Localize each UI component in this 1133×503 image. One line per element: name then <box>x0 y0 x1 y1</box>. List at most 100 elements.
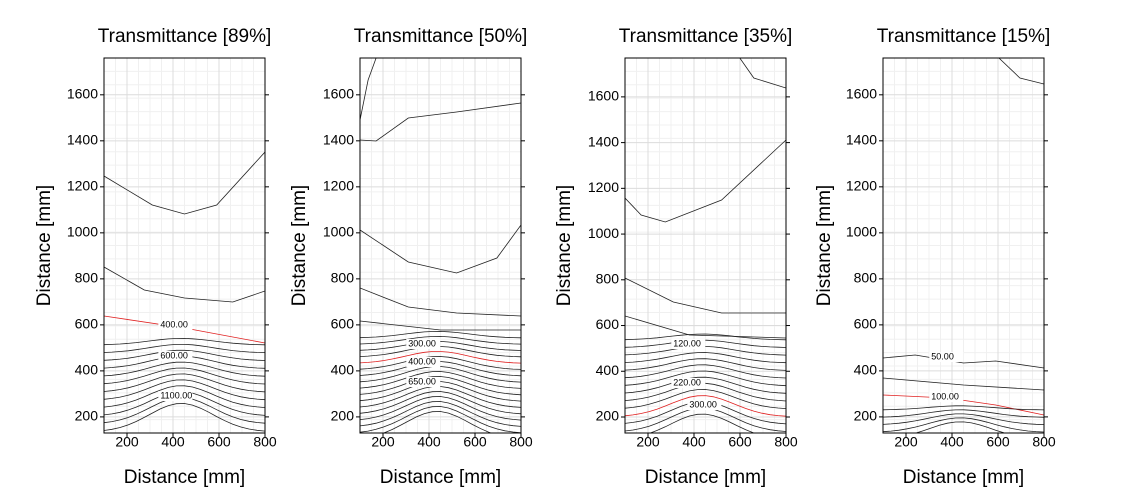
contour-label-bg <box>929 352 964 362</box>
contour-line <box>625 346 786 356</box>
y-tick-label: 200 <box>75 408 99 424</box>
contour-line <box>883 377 1044 391</box>
contour-label: 50.00 <box>931 351 954 361</box>
contour-line <box>625 389 786 409</box>
x-tick-label: 400 <box>940 434 964 450</box>
panel: Transmittance [89%] Distance [mm] Distance… <box>34 26 277 488</box>
contour-label-bg <box>158 351 193 361</box>
contour-label: 100.00 <box>931 391 959 401</box>
x-axis-label: Distance [mm] <box>380 467 501 488</box>
y-tick-label: 1000 <box>588 225 619 241</box>
x-tick-label: 400 <box>161 434 185 450</box>
x-tick-label: 600 <box>728 434 752 450</box>
contour-line <box>625 352 786 364</box>
y-tick-label: 1000 <box>846 224 877 240</box>
y-tick-label: 600 <box>596 316 620 332</box>
y-axis-label: Distance [mm] <box>289 185 310 306</box>
contour-label-bg <box>929 392 964 402</box>
contour-line <box>360 361 521 377</box>
x-tick-label: 800 <box>509 434 533 450</box>
y-axis-label: Distance [mm] <box>814 185 835 306</box>
contour-line <box>104 344 265 353</box>
contour-label-bg <box>406 357 441 367</box>
x-tick-label: 400 <box>417 434 441 450</box>
x-tick-label: 800 <box>253 434 277 450</box>
y-tick-label: 600 <box>75 316 99 332</box>
y-tick-label: 800 <box>854 270 878 286</box>
contour-label: 120.00 <box>673 338 701 348</box>
contour-label-bg <box>406 377 441 387</box>
y-tick-label: 1400 <box>846 132 877 148</box>
contour-line <box>625 364 786 379</box>
labeled-contour <box>360 356 521 370</box>
y-tick-label: 600 <box>854 316 878 332</box>
x-tick-label: 200 <box>636 434 660 450</box>
contour-line <box>625 395 786 417</box>
contour-label: 220.00 <box>673 377 701 387</box>
y-tick-label: 400 <box>596 362 620 378</box>
contour-line <box>104 151 265 215</box>
y-tick-label: 400 <box>75 362 99 378</box>
contour-line <box>625 315 786 339</box>
contours <box>360 58 521 433</box>
contour-label: 400.00 <box>160 319 188 329</box>
contour-line <box>625 358 786 371</box>
plot-frame <box>624 57 787 434</box>
labeled-contour <box>883 354 1044 369</box>
labeled-contour <box>625 376 786 394</box>
contour-line <box>883 409 1044 418</box>
y-tick-label: 800 <box>331 270 355 286</box>
x-tick-label: 600 <box>463 434 487 450</box>
y-tick-label: 400 <box>331 362 355 378</box>
y-tick-label: 1200 <box>323 178 354 194</box>
y-tick-label: 200 <box>596 408 620 424</box>
x-tick-label: 600 <box>986 434 1010 450</box>
y-tick-label: 600 <box>331 316 355 332</box>
contour-line <box>360 58 377 121</box>
contour-line <box>883 417 1044 433</box>
panel-title: Transmittance [35%] <box>619 26 793 47</box>
contour-line <box>104 367 265 385</box>
contour-line <box>360 401 521 427</box>
contour-line <box>104 379 265 401</box>
y-tick-label: 1600 <box>67 86 98 102</box>
panel-title: Transmittance [15%] <box>877 26 1051 47</box>
y-tick-label: 1000 <box>323 224 354 240</box>
contour-line <box>382 411 493 433</box>
contour-line <box>649 413 756 433</box>
panel: Transmittance [35%] Distance [mm] Distance… <box>554 26 798 488</box>
contour-line <box>360 335 521 345</box>
panel-title: Transmittance [89%] <box>98 26 272 47</box>
contour-label: 1100.00 <box>160 390 192 400</box>
contour-line <box>360 406 521 433</box>
panel-title: Transmittance [50%] <box>354 26 528 47</box>
contour-line <box>360 381 521 402</box>
x-tick-label: 200 <box>371 434 395 450</box>
contour-label-bg <box>158 391 193 401</box>
y-axis-label: Distance [mm] <box>554 185 575 306</box>
contour-line <box>360 351 521 364</box>
y-tick-label: 1600 <box>846 86 877 102</box>
contours <box>104 151 265 432</box>
contour-line <box>360 386 521 408</box>
x-tick-label: 200 <box>115 434 139 450</box>
contour-label: 400.00 <box>408 356 436 366</box>
contour-label-bg <box>671 339 706 349</box>
y-tick-label: 1200 <box>588 179 619 195</box>
x-axis-label: Distance [mm] <box>645 467 766 488</box>
contour-line <box>739 58 786 89</box>
contour-line <box>360 287 521 317</box>
contour-line <box>625 139 786 223</box>
contour-label: 650.00 <box>408 376 436 386</box>
contour-line <box>360 320 521 331</box>
contour-line <box>104 266 265 303</box>
x-tick-label: 600 <box>207 434 231 450</box>
contour-line <box>625 333 786 341</box>
contour-line <box>625 382 786 402</box>
contour-label: 300.00 <box>689 399 717 409</box>
y-axis-label: Distance [mm] <box>34 185 55 306</box>
contour-line <box>104 373 265 393</box>
y-tick-label: 1400 <box>588 133 619 149</box>
y-tick-label: 1400 <box>67 132 98 148</box>
